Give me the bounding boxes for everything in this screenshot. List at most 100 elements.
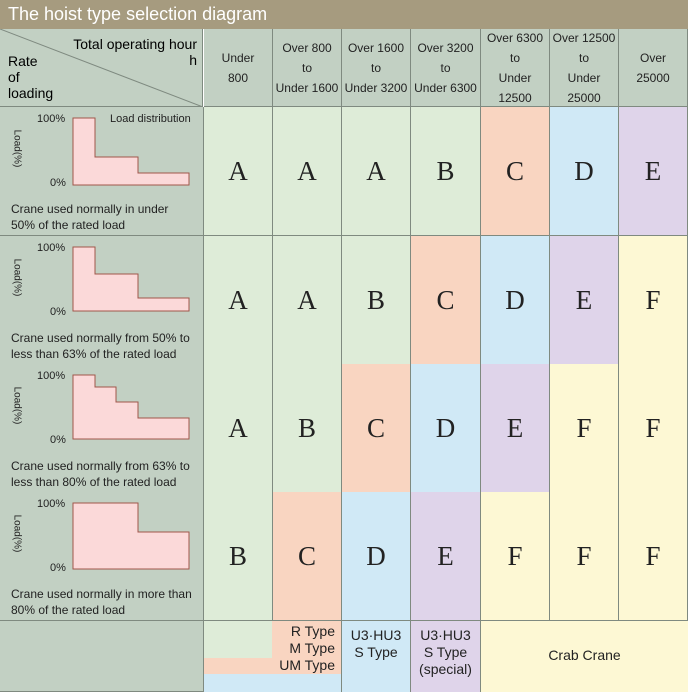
column-header-4-line3: Under 12500 (498, 70, 532, 105)
load-distribution-chart (72, 117, 190, 186)
um-type-label: UM Type (279, 657, 335, 673)
load-0-label: 0% (50, 177, 66, 189)
operating-hour-label-line1: Total operating hour (73, 36, 197, 52)
row-description: Crane used normally from 63% to less than… (11, 458, 201, 490)
s-type-special-label: S Type (423, 644, 468, 660)
rate-label-line3: loading (8, 85, 54, 101)
grade-cell-r2-c2: C (342, 364, 411, 493)
load-distribution-chart (72, 374, 190, 440)
load-distribution-label: Load distribution (110, 113, 191, 125)
grade-cell-r1-c2: B (342, 236, 411, 365)
grade-cell-r1-c4: D (481, 236, 550, 365)
corner-header: Total operating hour h Rate of loading (0, 29, 203, 107)
rate-label-line1: Rate (8, 53, 38, 69)
column-header-6: Over 25000 (619, 29, 688, 107)
u3-hu3-special-label: U3·HU3 (420, 627, 471, 643)
load-0-label: 0% (50, 306, 66, 318)
load-0-label: 0% (50, 434, 66, 446)
grade-cell-r1-c0: A (204, 236, 273, 365)
grade-cell-r2-c0: A (204, 364, 273, 493)
column-header-2: Over 1600 to Under 3200 (342, 29, 411, 107)
grade-cell-r0-c1: A (273, 107, 342, 236)
bottom-u3-hu3-s-cell: U3·HU3 S Type (342, 621, 411, 692)
row-description-line2: less than 80% of the rated load (11, 475, 177, 489)
column-header-0-line1: Under (221, 50, 255, 65)
load-distribution-chart (72, 246, 190, 312)
bottom-type-r-m-um-cell: R Type M Type UM Type (204, 621, 342, 692)
column-header-1-line1: Over 800 (282, 40, 332, 55)
row-label-2: 100% 0% Load(%) Crane used normally from 63… (0, 364, 204, 493)
grade-cell-r3-c3: E (411, 492, 481, 621)
operating-hour-unit: h (189, 52, 197, 68)
column-header-1: Over 800 to Under 1600 (273, 29, 342, 107)
row-description-line1: Crane used normally in more than (11, 587, 192, 601)
row-description-line1: Crane used normally from 50% to (11, 331, 190, 345)
load-axis-label: Load(%) (11, 386, 23, 425)
corner-diagonal-line (0, 29, 202, 106)
load-distribution-shape (72, 246, 190, 312)
rate-label-line2: of (8, 69, 20, 85)
row-description-line2: 80% of the rated load (11, 603, 126, 617)
row-description-line1: Crane used normally in under (11, 202, 169, 216)
grade-cell-r2-c4: E (481, 364, 550, 493)
row-description-line1: Crane used normally from 63% to (11, 459, 190, 473)
load-100-label: 100% (37, 498, 66, 510)
row-description: Crane used normally from 50% to less than… (11, 330, 201, 362)
load-axis-label: Load(%) (11, 129, 23, 168)
grade-cell-r0-c3: B (411, 107, 481, 236)
column-header-0-line2: 800 (227, 70, 249, 85)
column-header-5: Over 12500 to Under 25000 (550, 29, 619, 107)
load-distribution-chart (72, 502, 190, 570)
load-100-label: 100% (37, 113, 66, 125)
r-type-label: R Type (290, 623, 335, 639)
column-header-4-line2: to (509, 50, 520, 65)
column-header-5-line3: Under 25000 (567, 70, 601, 105)
r-m-um-block-lower (204, 658, 272, 674)
column-header-0: Under 800 (204, 29, 273, 107)
grade-cell-r0-c0: A (204, 107, 273, 236)
grade-cell-r2-c3: D (411, 364, 481, 493)
row-label-1: 100% 0% Load(%) Crane used normally from 50… (0, 236, 204, 365)
column-header-6-line1: Over (639, 50, 666, 65)
load-100-label: 100% (37, 242, 66, 254)
load-axis-label: Load(%) (11, 258, 23, 297)
diagram-title: The hoist type selection diagram (0, 0, 688, 29)
grade-cell-r0-c6: E (619, 107, 688, 236)
row-description: Crane used normally in under 50% of the r… (11, 201, 201, 233)
column-header-2-line2: to (370, 60, 381, 75)
grade-cell-r3-c1: C (273, 492, 342, 621)
row-description-line2: less than 63% of the rated load (11, 347, 177, 361)
row-label-0: 100% 0% Load distribution Load(%) Crane used… (0, 107, 204, 236)
crab-crane-label: Crab Crane (548, 647, 621, 663)
operating-hour-label: Total operating hour h (73, 36, 197, 68)
bottom-row-label-cell (0, 621, 204, 692)
grade-cell-r1-c5: E (550, 236, 619, 365)
m-type-label: M Type (289, 640, 335, 656)
grade-cell-r2-c6: F (619, 364, 688, 493)
rate-of-loading-label: Rate of loading (8, 53, 53, 101)
grade-cell-r2-c1: B (273, 364, 342, 493)
column-header-2-line3: Under 3200 (344, 80, 408, 95)
row-description: Crane used normally in more than 80% of t… (11, 586, 201, 618)
column-header-3-line1: Over 3200 (417, 40, 474, 55)
grade-cell-r3-c4: F (481, 492, 550, 621)
load-0-label: 0% (50, 562, 66, 574)
grade-cell-r0-c2: A (342, 107, 411, 236)
grade-cell-r2-c5: F (550, 364, 619, 493)
column-header-4: Over 6300 to Under 12500 (481, 29, 550, 107)
load-distribution-shape (72, 374, 190, 440)
load-distribution-shape (72, 502, 190, 570)
grade-cell-r3-c5: F (550, 492, 619, 621)
u3-hu3-label: U3·HU3 (350, 627, 402, 643)
special-label: (special) (419, 661, 472, 677)
u3-hu3-s-type-label: U3·HU3 S Type (342, 627, 410, 661)
bottom-u3-hu3-s-special-cell: U3·HU3 S Type (special) (411, 621, 481, 692)
a-type-block (204, 621, 272, 658)
grade-cell-r3-c0: B (204, 492, 273, 621)
r-m-um-type-label: R Type M Type UM Type (279, 623, 335, 674)
column-header-3-line3: Under 6300 (414, 80, 477, 95)
column-header-5-line1: Over 12500 (552, 30, 616, 45)
column-header-3-line2: to (440, 60, 451, 75)
column-header-2-line1: Over 1600 (347, 40, 405, 55)
